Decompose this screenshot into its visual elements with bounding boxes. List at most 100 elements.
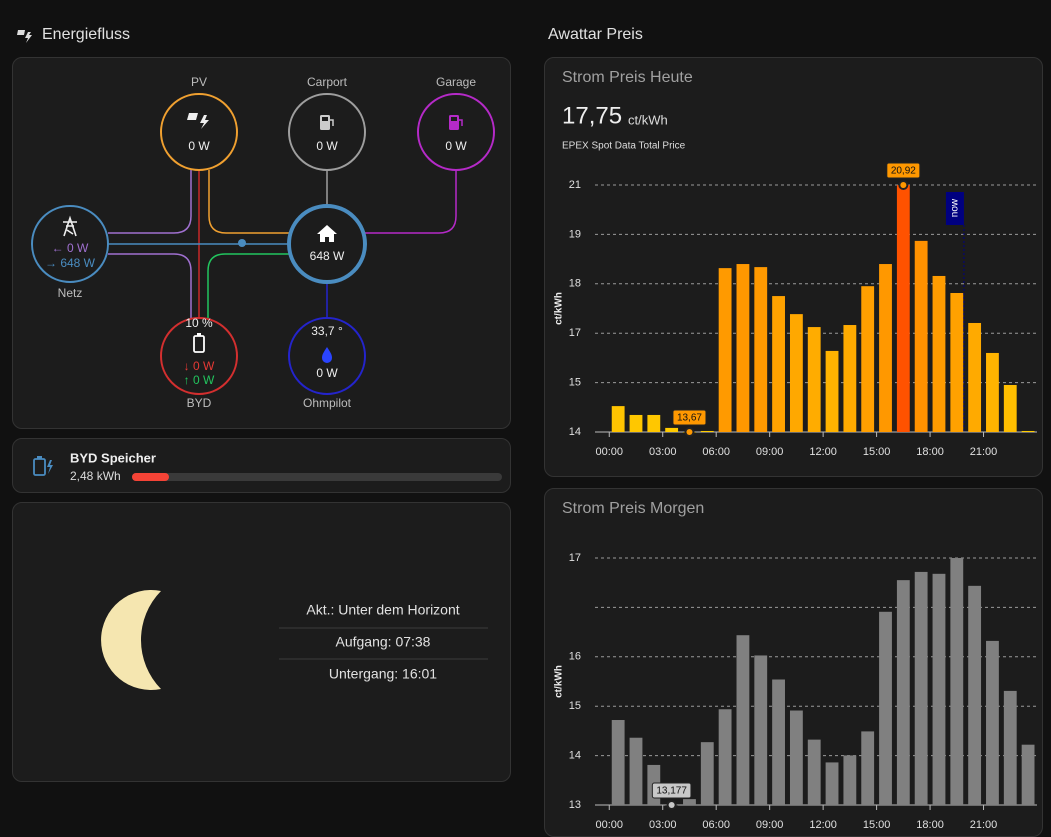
price-card: Strom Preis Morgen ct/kWh 13 14 15 16 17 00:00… — [544, 488, 1043, 837]
energy-icon — [17, 30, 32, 43]
bar — [772, 296, 785, 432]
y-tick-label: 15 — [569, 700, 581, 712]
bar — [789, 314, 803, 432]
grid-export: → 648 W — [45, 256, 96, 270]
x-tick-label: 06:00 — [702, 446, 730, 458]
now-box — [945, 192, 964, 225]
y-tick-label: 16 — [569, 651, 581, 663]
bar — [843, 325, 857, 432]
home-value: 648 W — [310, 249, 345, 263]
bar — [807, 739, 821, 805]
bar — [789, 710, 803, 805]
bar — [932, 275, 946, 432]
current-unit: ct/kWh — [628, 112, 668, 127]
bar — [825, 762, 839, 805]
bar — [950, 558, 964, 805]
annotation-marker-fill — [686, 429, 693, 435]
x-tick-label: 12:00 — [809, 446, 837, 458]
x-tick-label: 18:00 — [916, 446, 944, 458]
entity-name: BYD Speicher — [70, 450, 156, 465]
bar — [861, 731, 875, 805]
sun-info: Akt.: Unter dem Horizont Aufgang: 07:38 … — [101, 590, 488, 690]
bar — [700, 742, 714, 805]
now-label: now — [950, 198, 961, 217]
annotation-marker — [684, 427, 695, 437]
bar — [611, 406, 625, 432]
energy-card: PV Carport Garage Netz BYD Ohmpilot 0 W … — [12, 57, 511, 429]
bar — [986, 640, 999, 805]
y-axis-label: ct/kWh — [554, 665, 565, 698]
sunrise: Aufgang: 07:38 — [336, 634, 431, 650]
y-tick-label: 21 — [569, 179, 581, 191]
bar — [718, 709, 732, 805]
entity-energy: 2,48 kWh — [70, 469, 121, 483]
bar — [807, 327, 821, 432]
chart-title: Strom Preis Morgen — [562, 500, 704, 517]
bar — [843, 755, 857, 805]
node-label: Carport — [307, 75, 348, 89]
y-tick-label: 14 — [569, 426, 581, 438]
battery-in: ↓ 0 W — [184, 359, 215, 373]
node-label: PV — [191, 75, 207, 89]
x-tick-label: 18:00 — [916, 819, 944, 831]
y-axis-label: ct/kWh — [554, 292, 565, 325]
ohmpilot-temp: 33,7 ° — [311, 324, 343, 338]
x-tick-label: 06:00 — [702, 819, 730, 831]
chart-title: Strom Preis Heute — [562, 69, 693, 86]
battery-out: ↑ 0 W — [184, 373, 215, 387]
bar — [736, 264, 750, 432]
annotation-marker — [666, 800, 677, 810]
sun-card: Akt.: Unter dem Horizont Aufgang: 07:38 … — [12, 502, 511, 782]
bar — [914, 571, 928, 805]
node-value: 0 W — [445, 139, 467, 153]
battery-soc: 10 % — [185, 316, 213, 330]
bar — [754, 267, 768, 432]
bar — [1003, 384, 1017, 432]
section-title: Energiefluss — [42, 26, 131, 43]
moon-icon — [101, 590, 161, 690]
battery-card: BYD Speicher 2,48 kWh — [12, 438, 511, 493]
annotation-box — [651, 782, 692, 799]
bar — [629, 737, 643, 805]
chart-subtitle: EPEX Spot Data Total Price — [562, 141, 686, 152]
current-price: 17,75 — [562, 102, 622, 129]
progress-fill — [132, 473, 169, 481]
bar — [1003, 690, 1017, 805]
x-tick-label: 00:00 — [595, 446, 623, 458]
bar — [950, 292, 964, 432]
y-tick-label: 15 — [569, 377, 581, 389]
annotation-label: 13,177 — [656, 786, 687, 797]
bar — [879, 611, 892, 805]
bar — [718, 268, 732, 432]
bar — [1021, 430, 1035, 432]
progress-track — [132, 473, 502, 481]
section-title: Awattar Preis — [548, 26, 643, 43]
bar — [629, 414, 643, 432]
bar — [825, 350, 839, 432]
bar — [879, 264, 892, 432]
bar — [647, 414, 661, 432]
y-tick-label: 17 — [569, 552, 581, 564]
x-tick-label: 15:00 — [863, 819, 891, 831]
flow-dot — [238, 239, 246, 247]
energy-flow: PV Carport Garage Netz BYD Ohmpilot 0 W … — [31, 75, 495, 410]
price-card: Strom Preis Heute 17,75 ct/kWh EPEX Spot… — [544, 57, 1043, 477]
y-tick-label: 17 — [569, 327, 581, 339]
node-label: Netz — [58, 286, 83, 300]
bar — [700, 430, 714, 432]
sun-state: Akt.: Unter dem Horizont — [306, 602, 459, 618]
flow-lines — [108, 170, 457, 318]
bar — [754, 655, 768, 805]
bar — [772, 679, 785, 805]
node-value: 0 W — [316, 139, 338, 153]
bar — [932, 573, 946, 805]
sunset: Untergang: 16:01 — [329, 666, 437, 682]
x-tick-label: 03:00 — [649, 819, 677, 831]
y-tick-label: 14 — [569, 749, 581, 761]
bar — [611, 720, 625, 805]
bar — [683, 799, 696, 805]
bar — [736, 635, 750, 805]
grid-import: ← 0 W — [52, 241, 89, 255]
annotation-marker-fill — [900, 182, 907, 188]
node-label: Ohmpilot — [303, 396, 352, 410]
